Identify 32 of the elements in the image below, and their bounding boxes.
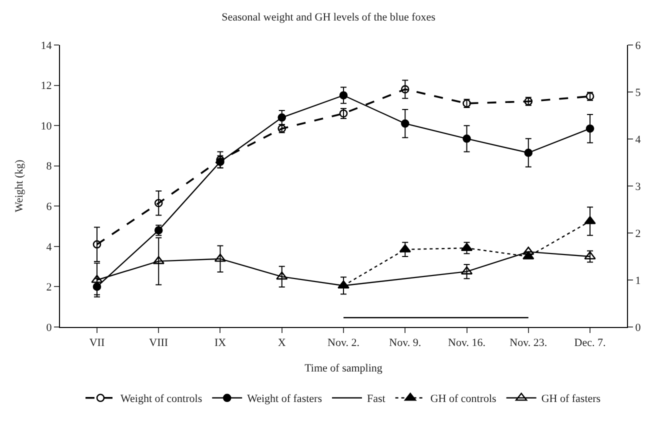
y-tick-label: 4 <box>46 241 52 254</box>
y-tick-label: 14 <box>40 40 52 52</box>
x-tick-label: Nov. 23. <box>510 337 548 350</box>
y2-tick-label: 0 <box>635 322 642 334</box>
y2-tick-label: 1 <box>635 274 641 287</box>
legend-label: Weight of fasters <box>247 393 322 406</box>
y2-tick-label: 4 <box>635 134 642 146</box>
legend-label: Weight of controls <box>120 393 202 406</box>
y2-tick-label: 3 <box>635 180 642 193</box>
x-tick-label: Dec. 7. <box>574 337 606 350</box>
legend-label: GH of controls <box>430 393 496 406</box>
legend-label: GH of fasters <box>541 393 601 406</box>
y2-tick-label: 5 <box>635 86 642 99</box>
x-tick-label: Nov. 9. <box>389 337 422 350</box>
chart-title: Seasonal weight and GH levels of the blue foxes <box>222 11 436 24</box>
x-tick-label: X <box>278 337 286 350</box>
y-tick-label: 8 <box>46 160 52 173</box>
x-axis-title: Time of sampling <box>304 362 383 374</box>
legend-label: Fast <box>366 393 386 406</box>
x-tick-label: VII <box>89 337 105 350</box>
y-tick-label: 6 <box>46 200 52 213</box>
x-tick-label: Nov. 2. <box>328 337 360 350</box>
y2-tick-label: 2 <box>635 228 641 240</box>
x-tick-label: VIII <box>149 337 168 350</box>
y-tick-label: 12 <box>40 80 52 92</box>
x-tick-label: Nov. 16. <box>448 337 486 350</box>
x-tick-label: IX <box>214 337 226 350</box>
y-tick-label: 2 <box>46 282 52 294</box>
y-tick-label: 0 <box>46 322 52 334</box>
y2-tick-label: 6 <box>635 40 642 52</box>
y-tick-label: 10 <box>40 120 52 132</box>
y-axis-title: Weight (kg) <box>13 159 26 212</box>
